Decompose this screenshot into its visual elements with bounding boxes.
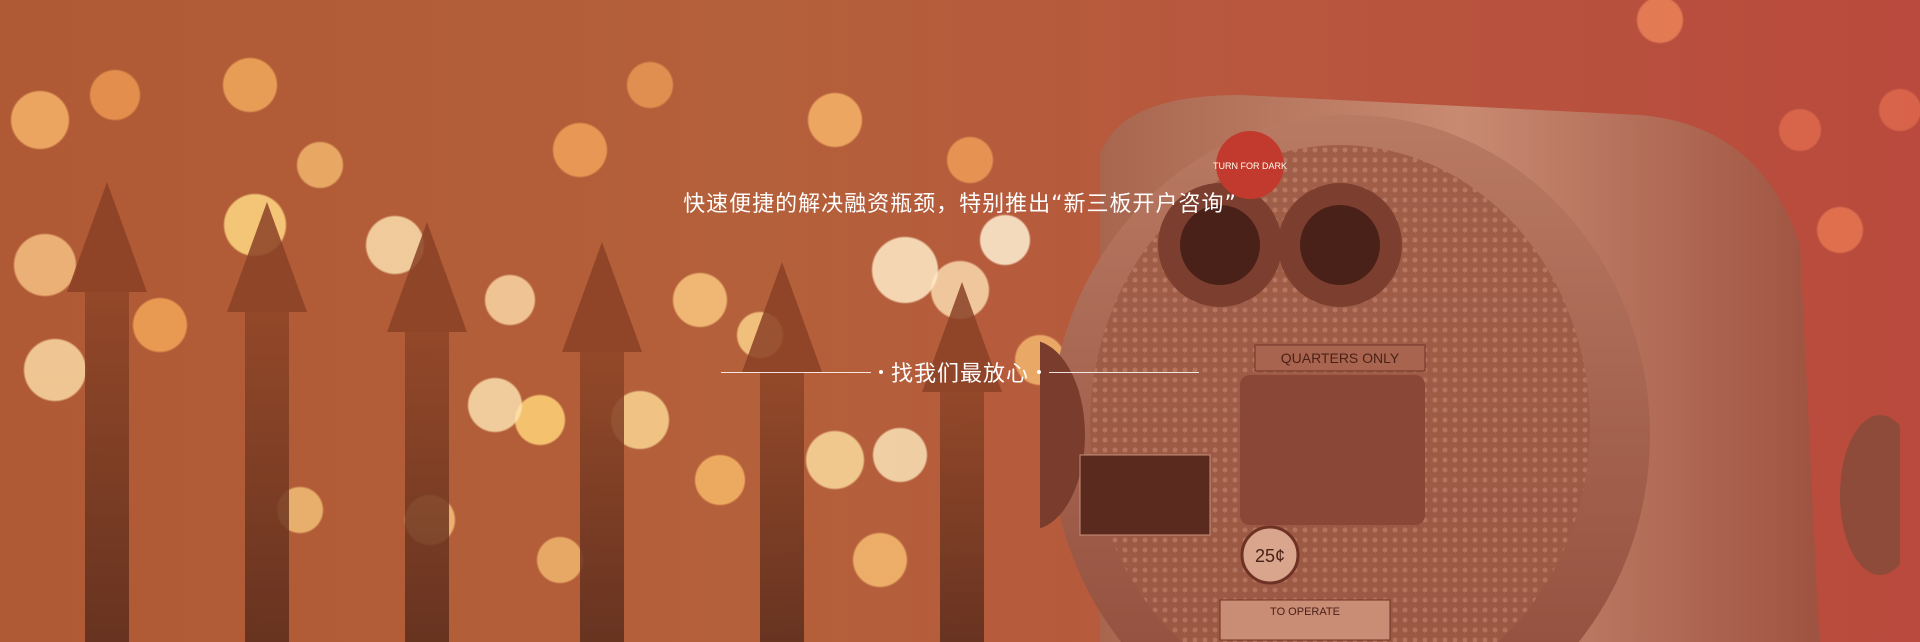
to-operate-plate (1219, 599, 1391, 641)
left-eyepiece-lens (1180, 205, 1260, 285)
fence-spike (67, 182, 147, 642)
tagline-row: 找我们最放心 (0, 356, 1920, 388)
turn-for-dark-text: TURN FOR DARK (1213, 161, 1287, 171)
fence-spike (227, 202, 307, 642)
manufacturer-plate (1079, 454, 1211, 536)
coin-badge (1240, 525, 1300, 585)
fence-spike (562, 242, 642, 642)
viewer-right-knob (1840, 415, 1900, 575)
turn-for-dark-badge (1216, 131, 1284, 199)
coin-label: 25¢ (1255, 546, 1285, 566)
tagline-rule-left (720, 371, 871, 373)
viewer-side-knob (1040, 341, 1085, 529)
banner-headline: 快速便捷的解决融资瓶颈，特别推出“新三板开户咨询” (683, 192, 1237, 217)
fence-spike (742, 262, 822, 642)
fence-spike (387, 222, 467, 642)
binocular-viewer-illustration: TURN FOR DARK QUARTERS ONLY 25¢ TO OPERA… (1040, 95, 1900, 642)
quarters-only-label: QUARTERS ONLY (1281, 350, 1400, 366)
right-eyepiece-lens (1300, 205, 1380, 285)
tagline-dot-right (1037, 370, 1041, 374)
quarters-only-plate (1254, 344, 1426, 372)
coin-mechanism (1240, 375, 1425, 525)
fence-spike (922, 282, 1002, 642)
to-operate-label: TO OPERATE (1270, 606, 1340, 618)
tagline-rule-right (1049, 371, 1199, 373)
tagline-dot-left (878, 370, 883, 374)
banner-tagline: 找我们最放心 (890, 362, 1029, 387)
